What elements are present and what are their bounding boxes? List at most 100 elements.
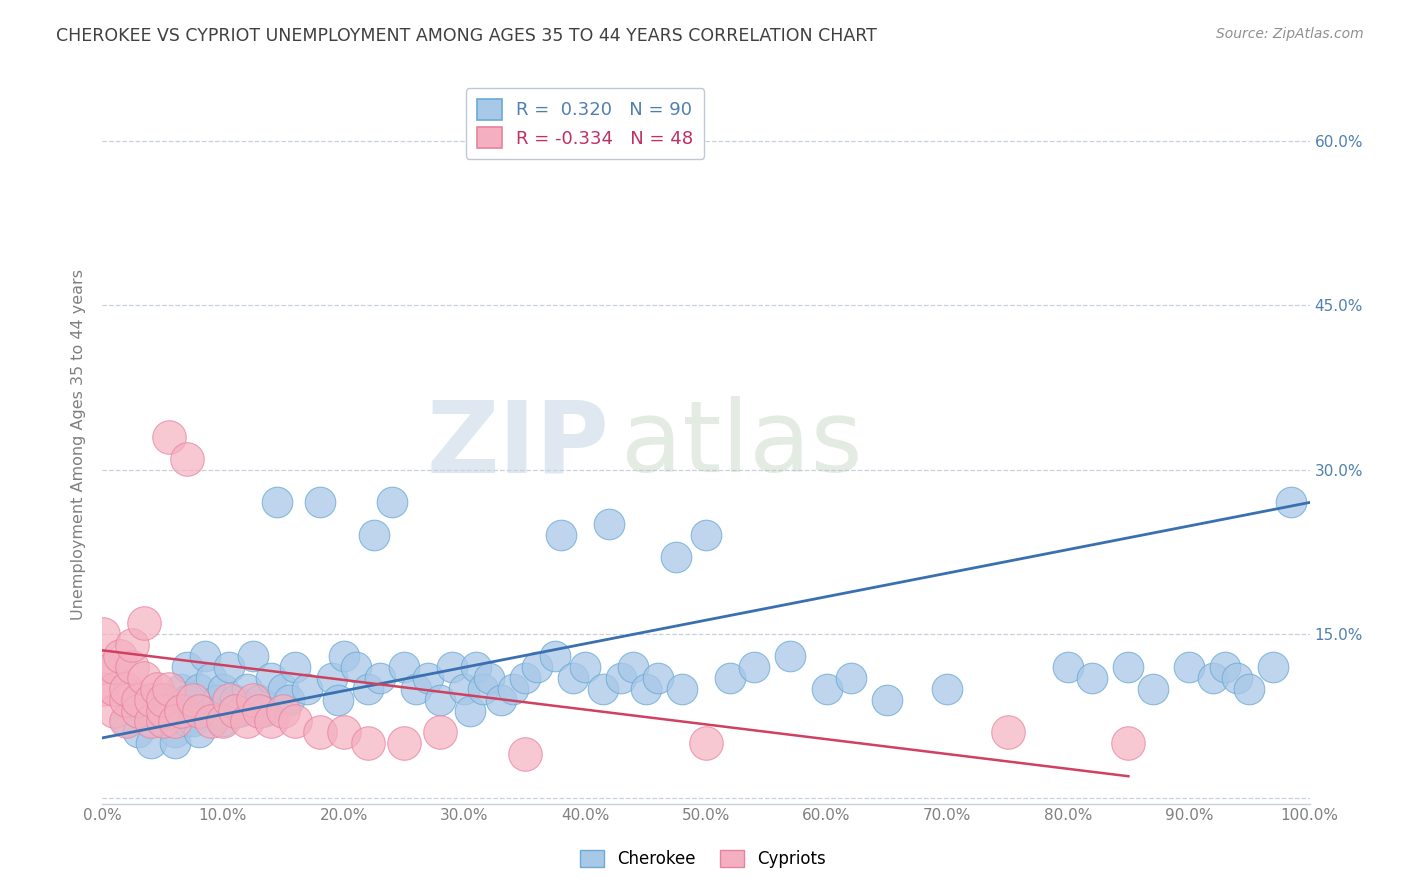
Cherokee	[592, 681, 614, 696]
Cherokee	[381, 495, 404, 509]
Cherokee	[489, 692, 512, 706]
Cherokee	[242, 648, 264, 663]
Cypriots	[260, 714, 283, 729]
Cherokee	[815, 681, 838, 696]
Cherokee	[368, 671, 391, 685]
Cypriots	[284, 714, 307, 729]
Cypriots	[997, 725, 1019, 739]
Cypriots	[332, 725, 354, 739]
Cherokee	[139, 704, 162, 718]
Cypriots	[127, 692, 149, 706]
Cypriots	[357, 736, 380, 750]
Cherokee	[477, 671, 499, 685]
Text: atlas: atlas	[621, 396, 863, 493]
Cherokee	[284, 659, 307, 673]
Cherokee	[278, 692, 301, 706]
Cherokee	[550, 528, 572, 542]
Cherokee	[742, 659, 765, 673]
Cherokee	[453, 681, 475, 696]
Cypriots	[308, 725, 330, 739]
Cypriots	[91, 681, 114, 696]
Cherokee	[695, 528, 717, 542]
Cherokee	[194, 648, 217, 663]
Text: Source: ZipAtlas.com: Source: ZipAtlas.com	[1216, 27, 1364, 41]
Cherokee	[254, 704, 277, 718]
Cherokee	[181, 714, 204, 729]
Cherokee	[247, 692, 270, 706]
Cherokee	[502, 681, 524, 696]
Cherokee	[623, 659, 645, 673]
Cherokee	[1118, 659, 1140, 673]
Cherokee	[936, 681, 959, 696]
Cherokee	[574, 659, 596, 673]
Cherokee	[176, 714, 198, 729]
Cherokee	[308, 495, 330, 509]
Text: CHEROKEE VS CYPRIOT UNEMPLOYMENT AMONG AGES 35 TO 44 YEARS CORRELATION CHART: CHEROKEE VS CYPRIOT UNEMPLOYMENT AMONG A…	[56, 27, 877, 45]
Cherokee	[647, 671, 669, 685]
Cypriots	[103, 659, 125, 673]
Cypriots	[218, 692, 240, 706]
Cherokee	[471, 681, 494, 696]
Cherokee	[876, 692, 898, 706]
Cypriots	[93, 627, 115, 641]
Cherokee	[187, 704, 209, 718]
Cypriots	[1118, 736, 1140, 750]
Cherokee	[163, 736, 186, 750]
Cypriots	[103, 704, 125, 718]
Cherokee	[127, 725, 149, 739]
Cherokee	[344, 659, 367, 673]
Cherokee	[163, 725, 186, 739]
Cherokee	[139, 736, 162, 750]
Cypriots	[392, 736, 415, 750]
Cherokee	[176, 659, 198, 673]
Cherokee	[610, 671, 633, 685]
Cherokee	[634, 681, 657, 696]
Cypriots	[152, 714, 174, 729]
Cherokee	[418, 671, 440, 685]
Cherokee	[405, 681, 427, 696]
Cypriots	[145, 681, 167, 696]
Cherokee	[236, 681, 259, 696]
Cherokee	[326, 692, 349, 706]
Cherokee	[1081, 671, 1104, 685]
Cherokee	[200, 704, 222, 718]
Cypriots	[271, 704, 294, 718]
Cherokee	[266, 495, 288, 509]
Cherokee	[297, 681, 319, 696]
Cherokee	[598, 517, 620, 532]
Cherokee	[187, 725, 209, 739]
Cypriots	[134, 615, 156, 630]
Cherokee	[665, 550, 688, 565]
Cherokee	[1142, 681, 1164, 696]
Legend: R =  0.320   N = 90, R = -0.334   N = 48: R = 0.320 N = 90, R = -0.334 N = 48	[465, 88, 704, 159]
Cherokee	[332, 648, 354, 663]
Cherokee	[429, 692, 451, 706]
Cherokee	[1263, 659, 1285, 673]
Cherokee	[1237, 681, 1260, 696]
Cherokee	[212, 681, 235, 696]
Cypriots	[170, 704, 193, 718]
Cypriots	[110, 648, 132, 663]
Cypriots	[429, 725, 451, 739]
Cypriots	[91, 659, 114, 673]
Text: ZIP: ZIP	[426, 396, 609, 493]
Cherokee	[460, 704, 482, 718]
Cherokee	[170, 681, 193, 696]
Legend: Cherokee, Cypriots: Cherokee, Cypriots	[574, 843, 832, 875]
Cherokee	[441, 659, 464, 673]
Cherokee	[224, 692, 246, 706]
Cherokee	[1178, 659, 1201, 673]
Y-axis label: Unemployment Among Ages 35 to 44 years: Unemployment Among Ages 35 to 44 years	[72, 269, 86, 621]
Cherokee	[176, 692, 198, 706]
Cherokee	[271, 681, 294, 696]
Cherokee	[671, 681, 693, 696]
Cypriots	[236, 714, 259, 729]
Cherokee	[363, 528, 385, 542]
Cypriots	[513, 747, 536, 762]
Cherokee	[1202, 671, 1225, 685]
Cherokee	[562, 671, 585, 685]
Cypriots	[187, 704, 209, 718]
Cherokee	[526, 659, 548, 673]
Cypriots	[152, 692, 174, 706]
Cypriots	[242, 692, 264, 706]
